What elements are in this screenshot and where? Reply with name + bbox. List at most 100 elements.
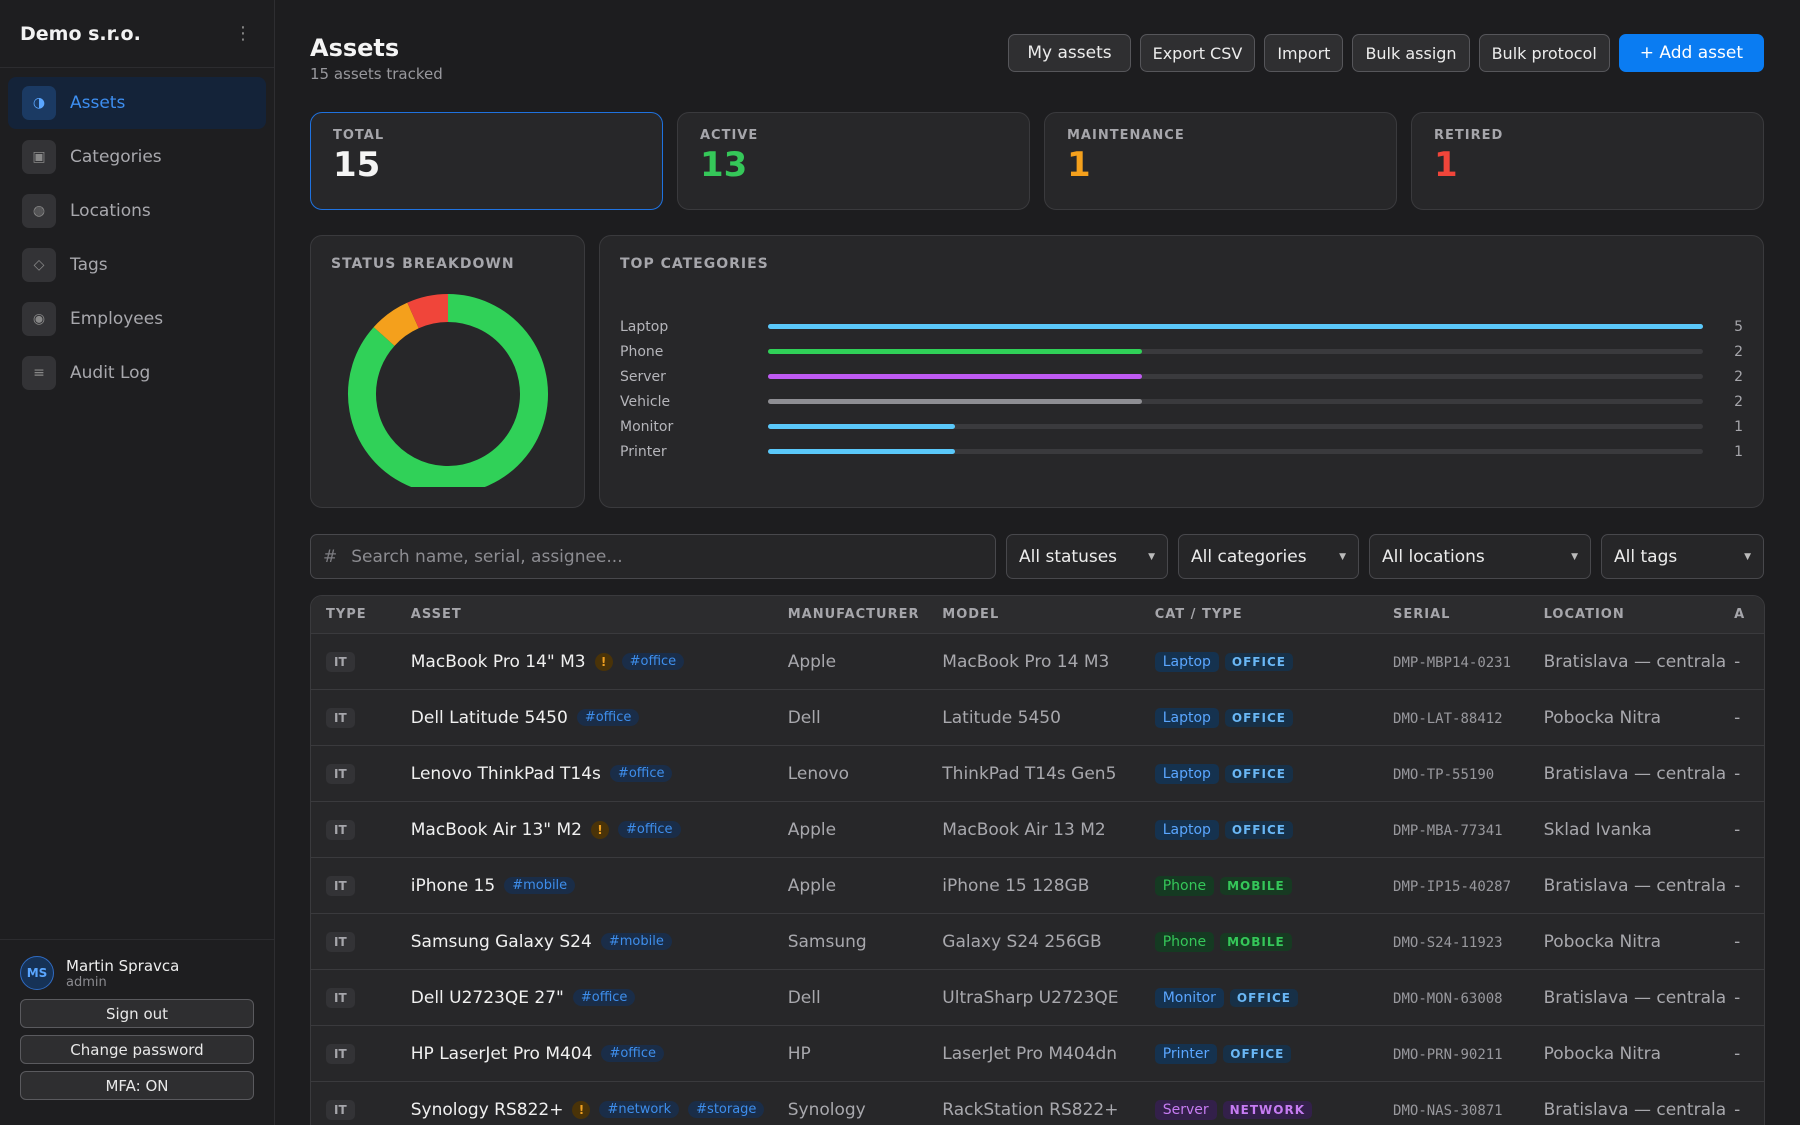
category-bar-row: Server 2 [620, 364, 1743, 389]
serial-cell: DMP-IP15-40287 [1393, 876, 1544, 895]
tags-filter-select[interactable]: All tags ▼ [1601, 534, 1764, 579]
page-subtitle: 15 assets tracked [310, 65, 443, 83]
category-name: Phone [620, 343, 664, 360]
sidebar-item-locations[interactable]: ◍ Locations [8, 185, 266, 237]
col-location-header[interactable]: LOCATION [1543, 607, 1625, 622]
table-row[interactable]: IT Dell Latitude 5450 #office Dell Latitude … [311, 690, 1764, 746]
sidebar-item-tags[interactable]: ◇ Tags [8, 239, 266, 291]
serial-text: DMO-LAT-88412 [1393, 711, 1503, 727]
asset-name-link[interactable]: Lenovo ThinkPad T14s [410, 763, 601, 784]
tag-badge[interactable]: #office [572, 989, 636, 1006]
chevron-down-icon: ▼ [1339, 551, 1346, 562]
tag-badge[interactable]: #office [576, 709, 640, 726]
stat-card-total[interactable]: TOTAL 15 [310, 112, 663, 210]
stat-cards: TOTAL 15 ACTIVE 13 MAINTENANCE 1 RETIRED 1 [310, 112, 1764, 210]
chevron-down-icon: ▼ [1744, 551, 1751, 562]
manufacturer-cell: HP [788, 1044, 943, 1064]
more-menu-icon[interactable]: ⋮ [234, 23, 252, 44]
sidebar-item-categories[interactable]: ▣ Categories [8, 131, 266, 183]
asset-name-link[interactable]: Dell Latitude 5450 [410, 707, 568, 728]
serial-cell: DMO-LAT-88412 [1393, 708, 1544, 727]
tag-badge[interactable]: #storage [688, 1101, 765, 1118]
sidebar-item-assets[interactable]: ◑ Assets [8, 77, 266, 129]
model-text: RackStation RS822+ [942, 1099, 1119, 1120]
avatar[interactable]: MS [20, 956, 54, 990]
col-manufacturer-header[interactable]: MANUFACTURER [787, 607, 920, 622]
asset-name-link[interactable]: Dell U2723QE 27" [410, 987, 564, 1008]
import-button[interactable]: Import [1264, 34, 1344, 72]
location-filter-select[interactable]: All locations ▼ [1369, 534, 1591, 579]
asset-name-link[interactable]: Synology RS822+ [410, 1099, 564, 1120]
status-filter-select[interactable]: All statuses ▼ [1006, 534, 1168, 579]
bulk-assign-button[interactable]: Bulk assign [1352, 34, 1470, 72]
asset-name-link[interactable]: HP LaserJet Pro M404 [410, 1043, 593, 1064]
table-row[interactable]: IT MacBook Pro 14" M3! #office Apple MacBook… [311, 634, 1764, 690]
asset-name-link[interactable]: MacBook Pro 14" M3 [410, 651, 586, 672]
tag-badge[interactable]: #network [599, 1101, 680, 1118]
change-password-button[interactable]: Change password [20, 1035, 254, 1064]
page-header: Assets 15 assets tracked My assets Expor… [310, 0, 1764, 112]
table-header: TYPE ASSET MANUFACTURER MODEL CAT / TYPE… [311, 596, 1764, 634]
export-csv-button[interactable]: Export CSV [1139, 34, 1256, 72]
col-model-header[interactable]: MODEL [942, 607, 1000, 622]
tag-badge[interactable]: #office [618, 821, 681, 838]
category-filter-select[interactable]: All categories ▼ [1178, 534, 1359, 579]
table-row[interactable]: IT Lenovo ThinkPad T14s #office Lenovo Think… [311, 746, 1764, 802]
sign-out-button[interactable]: Sign out [20, 999, 254, 1028]
stat-card-active[interactable]: ACTIVE 13 [677, 112, 1030, 210]
col-cat-type-header[interactable]: CAT / TYPE [1154, 607, 1243, 622]
table-row[interactable]: IT Samsung Galaxy S24 #mobile Samsung Galaxy… [311, 914, 1764, 970]
col-type-header[interactable]: TYPE [326, 607, 367, 622]
table-row[interactable]: IT Dell U2723QE 27" #office Dell UltraSharp … [311, 970, 1764, 1026]
asset-name-link[interactable]: Samsung Galaxy S24 [410, 931, 592, 952]
col-extra-header[interactable]: A [1734, 607, 1746, 622]
donut-segment-active [348, 294, 548, 494]
cat-type-cell: Laptop OFFICE [1154, 763, 1393, 784]
category-name: Laptop [620, 318, 669, 335]
status-filter-value: All statuses [1019, 546, 1118, 567]
model-text: UltraSharp U2723QE [942, 987, 1119, 1008]
user-role: admin [66, 974, 107, 990]
stat-card-maintenance[interactable]: MAINTENANCE 1 [1044, 112, 1397, 210]
type-group-pill: OFFICE [1224, 652, 1293, 671]
asset-name-link[interactable]: MacBook Air 13" M2 [410, 819, 582, 840]
bulk-protocol-button[interactable]: Bulk protocol [1478, 34, 1610, 72]
stat-value: 1 [1434, 145, 1458, 185]
category-name: Vehicle [620, 393, 671, 410]
type-cell: IT [311, 1043, 411, 1064]
extra-text: - [1734, 651, 1741, 672]
category-pill: Laptop [1154, 707, 1219, 728]
type-badge: IT [326, 988, 355, 1008]
manufacturer-text: Samsung [787, 931, 867, 952]
table-row[interactable]: IT MacBook Air 13" M2! #office Apple MacBook… [311, 802, 1764, 858]
col-asset-header[interactable]: ASSET [410, 607, 462, 622]
tag-badge[interactable]: #office [609, 765, 673, 782]
sidebar-item-audit-log[interactable]: ≡ Audit Log [8, 347, 266, 399]
location-text: Bratislava — centrala [1543, 763, 1727, 784]
extra-cell: - [1734, 820, 1764, 840]
type-group-pill: MOBILE [1220, 932, 1292, 951]
asset-name-link[interactable]: iPhone 15 [410, 875, 496, 896]
add-asset-button[interactable]: + Add asset [1618, 34, 1764, 72]
type-badge: IT [326, 1100, 355, 1120]
stat-card-retired[interactable]: RETIRED 1 [1411, 112, 1764, 210]
table-row[interactable]: IT Synology RS822+! #network #storage Synolo… [311, 1082, 1764, 1125]
tag-badge[interactable]: #office [621, 653, 685, 670]
category-bar-fill [768, 374, 1142, 379]
table-row[interactable]: IT HP LaserJet Pro M404 #office HP LaserJet … [311, 1026, 1764, 1082]
search-input[interactable]: # Search name, serial, assignee... [310, 534, 996, 579]
cat-type-cell: Server NETWORK [1154, 1099, 1393, 1120]
title-block: Assets 15 assets tracked [310, 34, 443, 112]
serial-text: DMO-MON-63008 [1393, 991, 1503, 1007]
type-cell: IT [311, 707, 411, 728]
sidebar-item-employees[interactable]: ◉ Employees [8, 293, 266, 345]
my-assets-button[interactable]: My assets [1008, 34, 1131, 72]
tag-badge[interactable]: #mobile [504, 877, 576, 894]
col-serial-header[interactable]: SERIAL [1393, 607, 1451, 622]
tag-badge[interactable]: #mobile [600, 933, 672, 950]
manufacturer-text: HP [787, 1043, 811, 1064]
tag-badge[interactable]: #office [601, 1045, 664, 1062]
table-row[interactable]: IT iPhone 15 #mobile Apple iPhone 15 128GB Ph… [311, 858, 1764, 914]
sidebar-item-label: Categories [70, 147, 162, 167]
mfa-toggle-button[interactable]: MFA: ON [20, 1071, 254, 1100]
